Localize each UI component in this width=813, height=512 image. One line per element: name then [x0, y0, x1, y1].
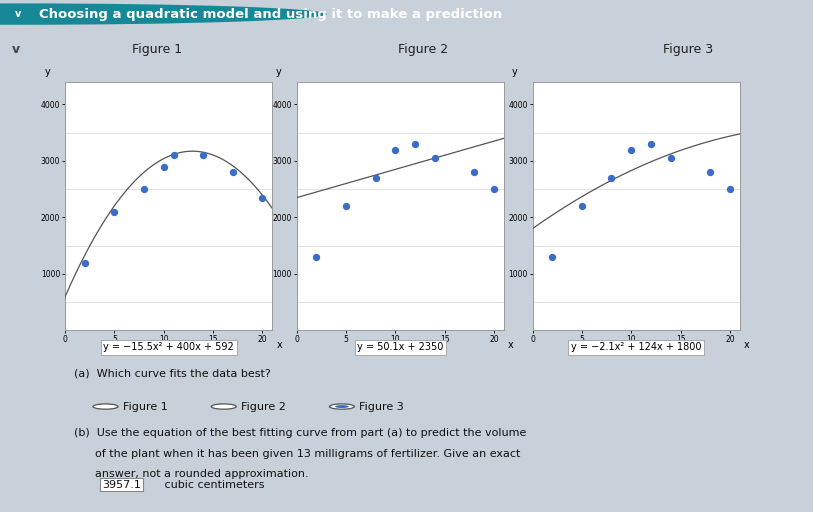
Text: 3957.1: 3957.1 — [102, 480, 141, 489]
Point — [605, 174, 618, 182]
Text: of the plant when it has been given 13 milligrams of fertilizer. Give an exact: of the plant when it has been given 13 m… — [74, 449, 520, 459]
Text: Figure 2: Figure 2 — [398, 44, 448, 56]
Point — [157, 162, 170, 170]
Text: y = 50.1x + 2350: y = 50.1x + 2350 — [357, 342, 444, 352]
Text: (a)  Which curve fits the data best?: (a) Which curve fits the data best? — [74, 369, 271, 378]
Point — [724, 185, 737, 193]
Text: y: y — [44, 67, 50, 77]
Point — [576, 202, 589, 210]
Text: Choosing a quadratic model and using it to make a prediction: Choosing a quadratic model and using it … — [39, 8, 502, 20]
Text: y: y — [276, 67, 282, 77]
Text: x: x — [276, 340, 282, 350]
Point — [78, 259, 91, 267]
Text: Figure 1: Figure 1 — [123, 401, 167, 412]
Text: Figure 2: Figure 2 — [241, 401, 286, 412]
Point — [256, 194, 269, 202]
Text: y: y — [512, 67, 518, 77]
Circle shape — [335, 405, 349, 408]
Text: y = −2.1x² + 124x + 1800: y = −2.1x² + 124x + 1800 — [571, 342, 702, 352]
Point — [340, 202, 353, 210]
Point — [468, 168, 481, 176]
Point — [546, 253, 559, 261]
Text: x: x — [508, 340, 514, 350]
Text: v: v — [15, 9, 21, 19]
Text: answer, not a rounded approximation.: answer, not a rounded approximation. — [74, 470, 309, 479]
Text: cubic centimeters: cubic centimeters — [161, 480, 265, 489]
Point — [488, 185, 501, 193]
Point — [197, 151, 210, 159]
Text: Figure 3: Figure 3 — [359, 401, 404, 412]
Text: x: x — [744, 340, 750, 350]
Point — [226, 168, 239, 176]
Text: Figure 1: Figure 1 — [133, 44, 182, 56]
Point — [645, 140, 658, 148]
Text: y = −15.5x² + 400x + 592: y = −15.5x² + 400x + 592 — [103, 342, 234, 352]
Circle shape — [0, 4, 327, 25]
Point — [137, 185, 150, 193]
Point — [108, 208, 121, 216]
Point — [664, 154, 677, 162]
Text: Figure 3: Figure 3 — [663, 44, 713, 56]
Point — [409, 140, 422, 148]
Text: (b)  Use the equation of the best fitting curve from part (a) to predict the vol: (b) Use the equation of the best fitting… — [74, 429, 527, 438]
Point — [624, 145, 637, 154]
Circle shape — [329, 404, 354, 409]
Text: v: v — [12, 44, 20, 56]
Point — [389, 145, 402, 154]
Point — [704, 168, 717, 176]
Point — [167, 151, 180, 159]
Circle shape — [211, 404, 237, 409]
Point — [428, 154, 441, 162]
Point — [310, 253, 323, 261]
Point — [369, 174, 382, 182]
Circle shape — [93, 404, 118, 409]
